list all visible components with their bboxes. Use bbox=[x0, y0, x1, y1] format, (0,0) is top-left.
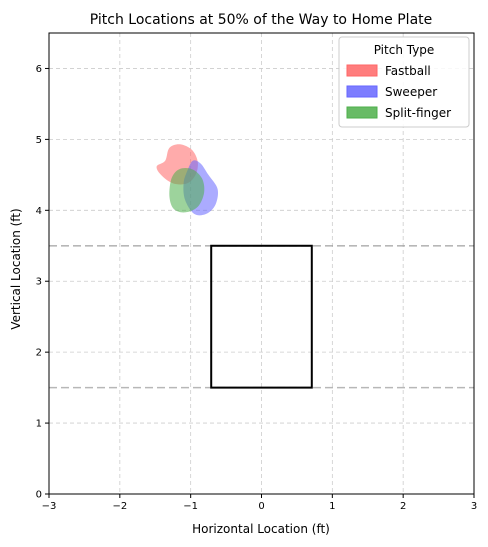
y-axis-label: Vertical Location (ft) bbox=[9, 208, 23, 329]
y-tick-label: 1 bbox=[36, 419, 42, 430]
legend-items: Fastball Sweeper Split-finger bbox=[346, 64, 451, 120]
chart-title: Pitch Locations at 50% of the Way to Hom… bbox=[90, 12, 433, 28]
legend-label: Fastball bbox=[385, 64, 431, 78]
legend-label: Sweeper bbox=[385, 85, 437, 99]
x-tick-label: −2 bbox=[112, 501, 127, 512]
reference-lines bbox=[49, 244, 474, 389]
x-axis-label: Horizontal Location (ft) bbox=[192, 522, 330, 536]
legend-box bbox=[338, 36, 470, 128]
y-tick-label: 4 bbox=[36, 206, 42, 217]
strike-zone bbox=[210, 244, 313, 389]
series-region-split-finger bbox=[169, 168, 205, 213]
x-axis-ticks: −3 −2 −1 0 1 2 3 bbox=[42, 494, 477, 512]
series-layer bbox=[156, 144, 219, 216]
x-tick-label: 0 bbox=[258, 501, 264, 512]
strike-zone-box bbox=[210, 244, 313, 389]
y-axis-ticks: 0 1 2 3 4 5 6 bbox=[36, 64, 49, 501]
y-tick-label: 2 bbox=[36, 348, 42, 359]
legend: Pitch Type Fastball Sweeper Split-finger bbox=[338, 36, 470, 128]
legend-swatch bbox=[346, 106, 378, 119]
y-tick-label: 3 bbox=[36, 277, 42, 288]
y-tick-label: 6 bbox=[36, 64, 42, 75]
y-tick-label: 0 bbox=[36, 490, 42, 501]
legend-title: Pitch Type bbox=[374, 43, 435, 57]
legend-label: Split-finger bbox=[385, 106, 451, 120]
x-tick-label: 3 bbox=[471, 501, 477, 512]
legend-swatch bbox=[346, 64, 378, 77]
x-tick-label: 2 bbox=[400, 501, 406, 512]
legend-swatch bbox=[346, 85, 378, 98]
y-tick-label: 5 bbox=[36, 135, 42, 146]
x-tick-label: 1 bbox=[329, 501, 335, 512]
grid-lines bbox=[48, 33, 475, 495]
x-tick-label: −3 bbox=[42, 501, 57, 512]
x-tick-label: −1 bbox=[183, 501, 198, 512]
